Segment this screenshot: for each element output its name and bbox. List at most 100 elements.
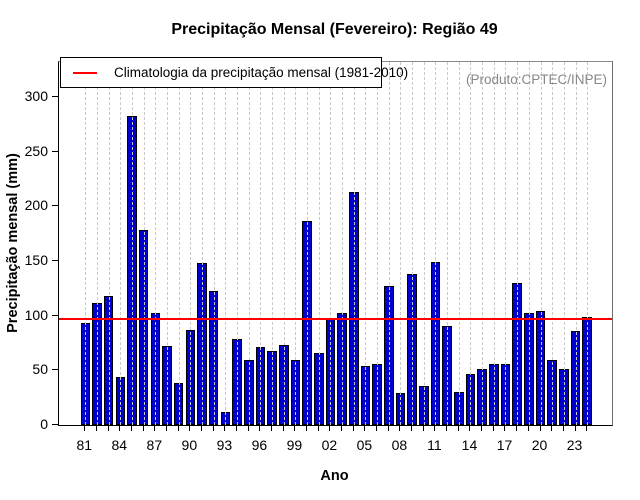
- y-tick-50: [52, 369, 58, 371]
- gridline-1988: [167, 62, 168, 425]
- x-tick-2017: [504, 425, 506, 431]
- y-tick-label-0: 0: [40, 416, 48, 432]
- gridline-2003: [342, 62, 344, 425]
- gridline-2008: [400, 62, 402, 425]
- x-tick-2013: [457, 425, 459, 431]
- gridline-2010: [423, 62, 425, 425]
- x-tick-label-90: 90: [181, 437, 198, 453]
- x-tick-2011: [434, 425, 436, 431]
- x-tick-2000: [306, 425, 308, 431]
- y-tick-300: [52, 96, 58, 97]
- x-tick-2010: [422, 425, 424, 431]
- bar-2008: [395, 393, 406, 425]
- gridline-1992: [213, 62, 215, 425]
- x-tick-1997: [271, 425, 273, 431]
- y-tick-label-200: 200: [24, 197, 48, 214]
- gridline-1996: [260, 62, 262, 425]
- gridline-1987: [155, 62, 157, 425]
- x-tick-2001: [317, 425, 319, 431]
- x-tick-1983: [107, 425, 109, 431]
- gridline-1983: [108, 62, 110, 425]
- gridline-2002: [330, 62, 332, 425]
- x-tick-label-20: 20: [531, 437, 548, 453]
- gridline-1997: [272, 62, 274, 425]
- x-tick-2003: [341, 425, 343, 431]
- gridline-2022: [563, 62, 565, 425]
- gridline-1999: [295, 62, 297, 425]
- gridline-2017: [505, 62, 507, 425]
- y-tick-150: [52, 260, 58, 261]
- x-tick-label-23: 23: [566, 437, 583, 453]
- x-tick-2009: [411, 425, 413, 431]
- y-tick-200: [52, 205, 58, 207]
- gridline-2018: [517, 62, 519, 425]
- x-tick-label-81: 81: [76, 437, 93, 453]
- gridline-1995: [248, 62, 250, 425]
- x-tick-1999: [294, 425, 296, 431]
- x-axis-title: Ano: [320, 468, 349, 484]
- chart-title: Precipitação Mensal (Fevereiro): Região …: [171, 21, 498, 38]
- gridline-1994: [237, 62, 239, 425]
- x-tick-label-93: 93: [216, 437, 233, 453]
- x-tick-label-84: 84: [111, 437, 128, 453]
- gridline-1985: [131, 62, 133, 425]
- x-tick-label-08: 08: [391, 437, 408, 453]
- x-tick-2016: [492, 425, 494, 431]
- x-tick-label-96: 96: [251, 437, 268, 453]
- x-tick-1994: [236, 425, 238, 431]
- legend-label: Climatologia da precipitação mensal (198…: [114, 65, 409, 80]
- x-tick-1989: [177, 425, 179, 431]
- gridline-1990: [190, 62, 192, 425]
- x-tick-2020: [539, 425, 541, 431]
- x-tick-1987: [154, 425, 156, 431]
- bar-1982: [92, 302, 102, 425]
- x-tick-label-11: 11: [427, 437, 442, 453]
- gridline-2016: [493, 62, 495, 425]
- x-tick-2007: [387, 425, 389, 431]
- y-tick-250: [52, 150, 58, 152]
- gridline-1981: [85, 62, 87, 425]
- gridline-1984: [120, 62, 122, 425]
- gridline-1991: [202, 62, 204, 425]
- gridline-1982: [96, 62, 98, 425]
- x-tick-1986: [142, 425, 144, 431]
- gridline-2013: [458, 62, 460, 425]
- x-tick-2015: [481, 425, 483, 431]
- gridline-1993: [225, 62, 227, 425]
- gridline-2004: [353, 62, 355, 425]
- climatology-line-icon: [73, 71, 97, 74]
- x-tick-1991: [201, 425, 203, 431]
- y-tick-label-300: 300: [24, 88, 48, 104]
- bar-1987: [150, 313, 161, 425]
- x-tick-1996: [259, 425, 261, 431]
- x-tick-label-05: 05: [356, 437, 373, 453]
- x-tick-2019: [527, 425, 529, 431]
- gridline-2007: [388, 62, 390, 425]
- x-tick-2006: [376, 425, 378, 431]
- x-tick-1985: [130, 425, 132, 431]
- x-tick-1992: [212, 425, 214, 431]
- x-tick-label-87: 87: [146, 437, 163, 453]
- gridline-1989: [178, 62, 180, 425]
- bar-1993: [220, 411, 231, 425]
- plot-area: [58, 61, 613, 426]
- x-tick-2021: [551, 425, 553, 431]
- bar-1988: [162, 346, 172, 425]
- gridline-1998: [283, 62, 285, 425]
- x-tick-label-99: 99: [286, 437, 303, 453]
- x-tick-1982: [95, 425, 97, 431]
- gridline-2019: [528, 62, 530, 425]
- x-tick-1988: [166, 425, 167, 431]
- legend: Climatologia da precipitação mensal (198…: [60, 57, 408, 88]
- x-tick-1981: [84, 425, 86, 431]
- x-tick-2008: [399, 425, 401, 431]
- gridline-2011: [435, 62, 437, 425]
- climatology-line: [59, 317, 612, 320]
- y-tick-label-50: 50: [32, 361, 48, 378]
- x-tick-1984: [119, 425, 121, 431]
- x-tick-label-17: 17: [496, 437, 513, 453]
- y-tick-label-150: 150: [24, 252, 48, 268]
- gridline-2000: [307, 62, 309, 425]
- x-tick-1990: [189, 425, 191, 431]
